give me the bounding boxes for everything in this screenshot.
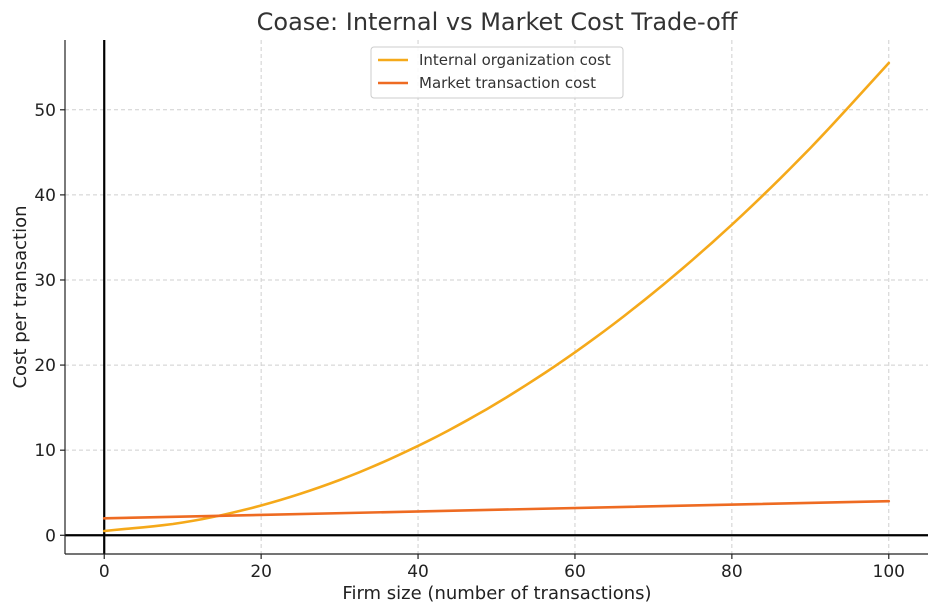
y-tick-label: 0: [45, 526, 56, 546]
series-line-internal-organization-cost: [102, 61, 891, 533]
x-tick-label: 80: [721, 562, 743, 582]
series-group: [102, 61, 891, 533]
y-tick-label: 30: [34, 271, 56, 291]
y-tick-label: 40: [34, 186, 56, 206]
legend-label: Market transaction cost: [419, 74, 596, 92]
legend-label: Internal organization cost: [419, 51, 611, 69]
x-tick-label: 40: [407, 562, 429, 582]
y-tick-label: 50: [34, 101, 56, 121]
x-tick-label: 100: [873, 562, 905, 582]
x-axis-label: Firm size (number of transactions): [342, 583, 651, 604]
y-tick-label: 10: [34, 441, 56, 461]
x-tick-label: 0: [99, 562, 110, 582]
legend-box: [370, 46, 624, 99]
grid-lines: [65, 40, 928, 554]
axis-ticks: 0 20 40 60 80 100 0 10 20 30 40 50: [34, 101, 905, 582]
legend: Internal organization cost Market transac…: [370, 46, 624, 99]
axes-spines: [64, 40, 928, 555]
y-tick-label: 20: [34, 356, 56, 376]
x-tick-label: 60: [564, 562, 586, 582]
y-axis-label: Cost per transaction: [10, 205, 31, 388]
reference-lines: [65, 40, 928, 554]
series-line-market-transaction-cost: [102, 499, 891, 520]
chart-title: Coase: Internal vs Market Cost Trade-off: [257, 8, 738, 36]
x-tick-label: 20: [250, 562, 272, 582]
